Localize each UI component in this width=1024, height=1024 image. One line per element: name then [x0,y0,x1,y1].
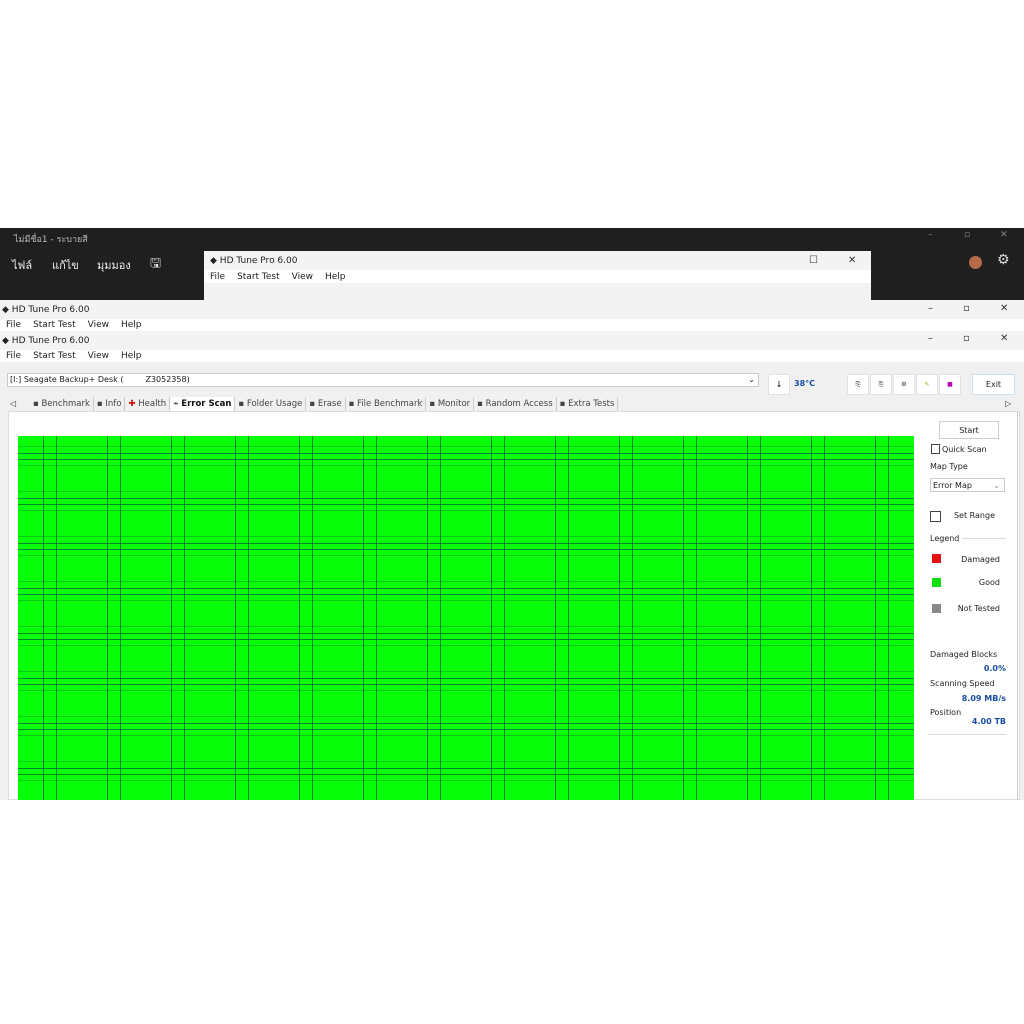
window-title: HD Tune Pro 6.00 [11,304,90,315]
legend-not-tested: Not Tested [957,604,1000,613]
tab-extra-tests[interactable]: ▪ Extra Tests [556,397,619,411]
hdd-icon: ◆ [210,255,217,266]
chevron-down-icon: ⌄ [748,375,755,384]
paint-menu-edit[interactable]: แก้ไข [52,259,79,272]
paint-menu-file[interactable]: ไฟล์ [12,259,33,272]
avatar[interactable] [969,256,982,269]
legend-damaged: Damaged [961,555,1000,564]
menu-help[interactable]: Help [121,320,142,330]
paint-menu-view[interactable]: มุมมอง [97,259,131,272]
window-title: HD Tune Pro 6.00 [11,335,90,346]
divider [962,538,1006,539]
legend-good-swatch [932,578,941,587]
error-map-grid [18,436,914,800]
drive-name: [I:] Seagate Backup+ Desk ( [10,375,124,384]
save-icon[interactable]: ■ [939,374,961,395]
menu-view[interactable]: View [87,351,109,361]
menu-view[interactable]: View [291,271,313,282]
hdtune-window-back: ◆ HD Tune Pro 6.00 File Start Test View Hel… [204,251,871,300]
menu-view[interactable]: View [87,320,109,330]
tab-error-scan[interactable]: ⌁ Error Scan [170,397,236,411]
hdd-icon: ◆ [2,335,9,346]
menu-file[interactable]: File [210,271,226,282]
restore-icon[interactable]: ▫ [963,303,970,314]
legend-good: Good [978,578,1000,587]
minimize-icon[interactable]: – [928,303,933,314]
start-button[interactable]: Start [939,421,999,439]
window-title: HD Tune Pro 6.00 [219,255,298,266]
tab-bar: ▪ Benchmark ▪ Info ✚ Health ⌁ Error Scan… [30,397,619,411]
tab-folder-usage[interactable]: ▪ Folder Usage [235,397,307,411]
screenshot-icon[interactable]: ✎ [916,374,938,395]
temperature-icon: 🌡 [768,374,790,395]
paint-title: ไม่มีชื่อ1 - ระบายสี [14,235,88,245]
tab-scroll-right[interactable]: ▷ [1005,399,1012,408]
close-icon[interactable]: ✕ [1000,230,1008,240]
damaged-blocks-value: 0.0% [983,664,1006,673]
drive-serial: Z3052358) [145,375,190,384]
map-type-select[interactable]: Error Map ⌄ [930,478,1005,492]
options-icon[interactable]: ⚙ [893,374,915,395]
scanning-speed-label: Scanning Speed [930,679,995,688]
menu-file[interactable]: File [6,320,22,330]
legend-label: Legend [930,534,960,543]
close-icon[interactable]: ✕ [1000,333,1009,344]
maximize-icon[interactable]: ☐ [809,255,818,266]
exit-button[interactable]: Exit [972,374,1015,395]
menu-start-test[interactable]: Start Test [237,271,280,282]
legend-not-tested-swatch [932,604,941,613]
position-value: 4.00 TB [971,717,1006,726]
hdd-icon: ◆ [2,304,9,315]
menu-help[interactable]: Help [325,271,346,282]
temperature: 38°C [794,379,816,388]
close-icon[interactable]: ✕ [848,255,857,266]
tab-scroll-left[interactable]: ◁ [10,399,17,408]
map-type-label: Map Type [930,462,968,471]
tab-erase[interactable]: ▪ Erase [306,397,346,411]
tab-health[interactable]: ✚ Health [125,397,171,411]
damaged-blocks-label: Damaged Blocks [930,650,998,659]
drive-select[interactable]: [I:] Seagate Backup+ Desk ( Z3052358) ⌄ [7,373,759,387]
minimize-icon[interactable]: – [928,333,933,344]
close-icon[interactable]: ✕ [1000,303,1009,314]
tab-info[interactable]: ▪ Info [93,397,126,411]
menu-file[interactable]: File [6,351,22,361]
gear-icon[interactable]: ⚙ [997,252,1010,268]
divider [928,734,1006,735]
copy-icon[interactable]: ⎘ [847,374,869,395]
tab-file-benchmark[interactable]: ▪ File Benchmark [345,397,427,411]
legend-damaged-swatch [932,554,941,563]
scanning-speed-value: 8.09 MB/s [961,694,1006,703]
menu-help[interactable]: Help [121,351,142,361]
tab-random-access[interactable]: ▪ Random Access [474,397,557,411]
menu-start-test[interactable]: Start Test [33,351,76,361]
error-map [18,436,914,800]
scrollbar[interactable] [1017,411,1018,800]
menu-start-test[interactable]: Start Test [33,320,76,330]
copy-info-icon[interactable]: ⎘ [870,374,892,395]
set-range-button[interactable]: Set Range [947,508,1002,525]
position-label: Position [930,708,962,717]
tab-monitor[interactable]: ▪ Monitor [426,397,475,411]
restore-icon[interactable]: ▫ [964,230,971,240]
tab-benchmark[interactable]: ▪ Benchmark [30,397,94,411]
minimize-icon[interactable]: – [928,230,933,240]
restore-icon[interactable]: ▫ [963,333,970,344]
set-range-checkbox[interactable] [930,511,941,522]
save-icon[interactable]: 🖫 [150,256,162,271]
quick-scan-checkbox[interactable]: Quick Scan [931,444,987,454]
